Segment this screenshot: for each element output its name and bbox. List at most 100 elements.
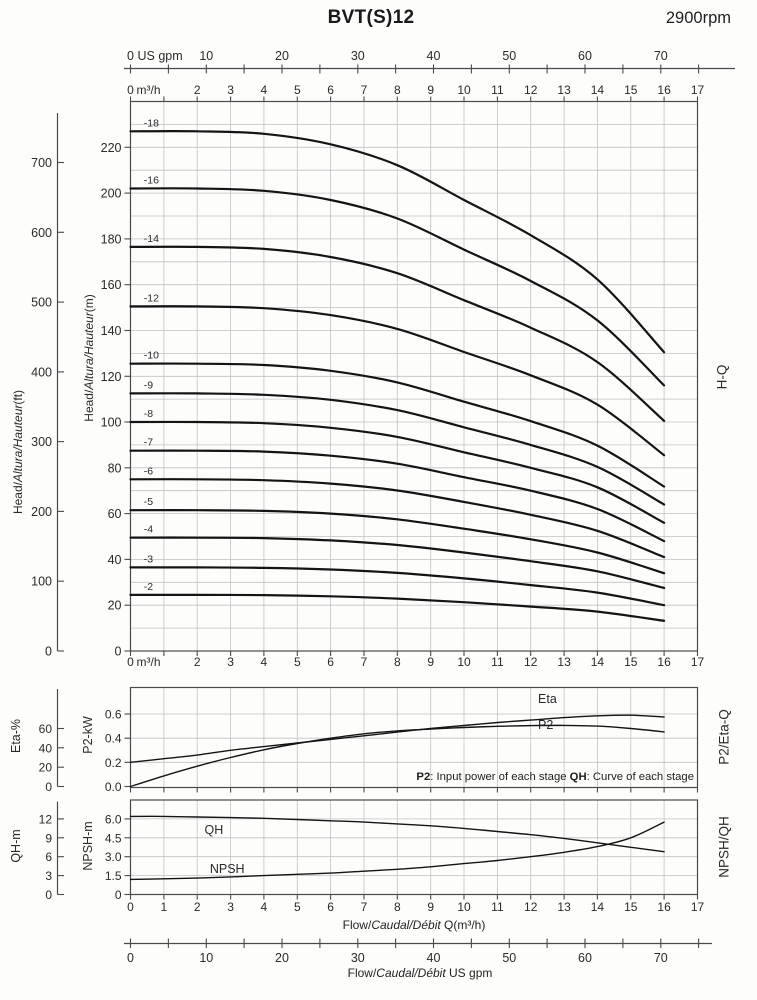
hq-curve--2	[129, 593, 666, 622]
mid-frame: 0.0 0.2 0.4 0.6	[105, 686, 699, 794]
npsh-tick-label: 0	[115, 888, 122, 902]
stage-label: -2	[144, 581, 153, 593]
curve-label-p2: P2	[538, 718, 553, 732]
stage-label: -3	[144, 553, 153, 565]
head-m-tick-label: 160	[101, 278, 122, 292]
rpm-label: 2900rpm	[665, 9, 731, 27]
axis-label-npsh: NPSH-m	[81, 821, 95, 871]
hq-curve--5	[129, 509, 666, 575]
stage-label: -8	[144, 408, 153, 420]
hq-curve--18	[129, 129, 666, 354]
x-tick-label: 17	[691, 83, 705, 97]
hq-curve--14	[129, 245, 666, 422]
axis-label-part: Flow/	[342, 918, 372, 932]
stage-label: -5	[144, 496, 153, 508]
stage-label: -10	[144, 350, 159, 362]
head-ft-tick-label: 300	[31, 435, 52, 449]
head-m-tick-label: 140	[101, 324, 122, 338]
bot-plot-border	[129, 799, 699, 896]
npsh-tick-label: 1.5	[105, 869, 122, 883]
axis-label-head-ft: Head/Altura/Hauteur(ft)	[11, 390, 25, 514]
x-tick-label: 11	[491, 83, 504, 97]
stage-label: -14	[144, 233, 159, 245]
p2-tick-label: 0.4	[105, 732, 122, 746]
x-tick-label: 0	[127, 83, 134, 97]
curve-eta	[129, 724, 665, 788]
x-tick-label: 15	[624, 900, 638, 914]
x-tick-label: 2	[194, 83, 201, 97]
x-tick-label: 3	[227, 83, 234, 97]
x-tick-label: 12	[524, 655, 538, 669]
x-tick-label: 12	[524, 83, 538, 97]
gpm-tick-label: 50	[502, 49, 516, 63]
page-title: BVT(S)12	[327, 7, 415, 28]
stage-label: -12	[144, 292, 159, 304]
mid-eta-axis: 0 20 40 60	[39, 689, 64, 794]
x-tick-label: 8	[394, 655, 401, 669]
x-tick-label: 9	[427, 900, 434, 914]
gpm-tick-label: 30	[351, 951, 365, 965]
gpm-tick-label: 50	[502, 951, 516, 965]
stage-label: -18	[144, 117, 159, 129]
axis-label-part: Q(m³/h)	[440, 918, 486, 932]
x-tick-label: 0	[127, 655, 134, 669]
x-tick-label: 7	[361, 655, 368, 669]
gpm-tick-label: 60	[578, 49, 592, 63]
x-tick-label: 10	[457, 655, 471, 669]
mid-curves: Eta P2	[129, 692, 665, 788]
axis-label-part: Altura/Hauteur	[82, 312, 96, 390]
eta-tick-label: 60	[39, 722, 53, 736]
axis-label-eta: Eta-%	[9, 718, 23, 754]
bottom-gpm-axis: 0 10 20 30 40 50 60 70	[124, 938, 712, 965]
right-label-hq: H-Q	[714, 364, 730, 390]
right-label-npshqh: NPSH/QH	[716, 816, 732, 878]
head-ft-tick-label: 200	[31, 505, 52, 519]
head-m-tick-label: 80	[108, 461, 122, 475]
bot-qh-axis: 0 3 6 9 12	[39, 801, 64, 902]
gpm-tick-label: 10	[199, 49, 213, 63]
head-m-tick-label: 220	[101, 141, 122, 155]
x-tick-label: 15	[624, 655, 638, 669]
gpm-tick-label: 40	[427, 951, 441, 965]
x-tick-label: 12	[524, 900, 538, 914]
axis-label-part: (ft)	[11, 389, 25, 405]
stage-label: -7	[144, 437, 153, 449]
x-tick-label: 3	[227, 900, 234, 914]
gpm-tick-label: 40	[427, 49, 441, 63]
head-m-tick-label: 200	[101, 187, 122, 201]
stage-label: -4	[144, 524, 153, 536]
hq-curve--16	[129, 187, 666, 387]
axis-label-part: Flow/	[347, 966, 377, 980]
axis-label-part: Caudal/Débit	[376, 966, 446, 980]
npsh-tick-label: 6.0	[105, 812, 122, 826]
x-tick-label: 0	[127, 900, 134, 914]
mid-grid	[130, 687, 698, 788]
x-tick-label: 11	[491, 655, 504, 669]
head-ft-tick-label: 500	[31, 296, 52, 310]
bot-curves: QH NPSH	[129, 815, 665, 881]
x-tick-label: 16	[657, 83, 671, 97]
gpm-tick-label: 70	[654, 951, 668, 965]
x-tick-label: 10	[457, 83, 471, 97]
hq-m-labels: 0 20 40 60 80 100 120 140 160 180 200 220	[101, 141, 122, 659]
x-unit-label: m³/h	[137, 655, 161, 669]
axis-label-head-m: Head/Altura/Hauteur(m)	[82, 294, 96, 421]
gpm-tick-label: 0	[127, 49, 134, 63]
bot-x-labels: 0 1 2 3 4 5 6 7 8 9 10 11 12 13 14 15 16 17	[127, 900, 704, 914]
hq-curve--8	[129, 420, 666, 524]
gpm-tick-label: 30	[351, 49, 365, 63]
head-m-tick-label: 180	[101, 232, 122, 246]
gpm-tick-label: 20	[275, 49, 289, 63]
x-tick-label: 14	[591, 900, 605, 914]
x-tick-label: 6	[327, 900, 334, 914]
eta-tick-label: 40	[39, 741, 53, 755]
x-tick-label: 8	[394, 83, 401, 97]
curve-p2	[129, 714, 665, 763]
x-tick-label: 6	[327, 83, 334, 97]
x-tick-label: 3	[227, 655, 234, 669]
qh-tick-label: 0	[45, 888, 52, 902]
axis-label-qh: QH-m	[9, 829, 23, 863]
x-tick-label: 13	[557, 900, 571, 914]
head-ft-tick-label: 700	[31, 156, 52, 170]
x-tick-label: 7	[361, 83, 368, 97]
